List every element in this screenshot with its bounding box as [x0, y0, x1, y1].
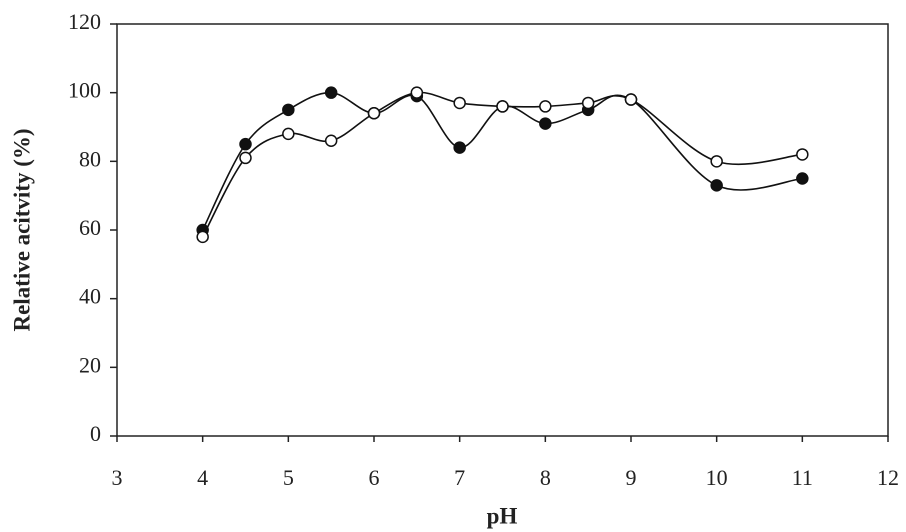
data-point	[324, 86, 338, 99]
x-tick-label: 12	[877, 465, 899, 490]
y-tick-label: 60	[79, 215, 101, 240]
data-point	[367, 107, 381, 120]
x-tick-label: 3	[112, 465, 123, 490]
y-axis-title: Relative acitvity (%)	[9, 128, 34, 331]
x-tick-label: 8	[540, 465, 551, 490]
y-tick-label: 40	[79, 284, 101, 309]
plot-frame	[116, 23, 889, 437]
x-tick-label: 9	[626, 465, 637, 490]
data-point	[710, 179, 723, 192]
x-axis-title: pH	[487, 503, 518, 528]
data-point	[410, 86, 424, 99]
data-point	[282, 127, 295, 141]
data-point	[282, 103, 295, 117]
y-tick-label: 80	[79, 146, 101, 171]
y-tick-label: 0	[90, 421, 101, 446]
x-tick-label: 11	[792, 465, 813, 490]
x-tick-label: 10	[706, 465, 728, 490]
data-point	[196, 230, 209, 244]
data-point	[710, 155, 723, 168]
y-tick-label: 120	[68, 9, 101, 34]
data-point	[796, 172, 809, 185]
data-point	[539, 117, 552, 130]
data-point	[239, 137, 252, 151]
y-tick-label: 100	[68, 78, 101, 103]
x-tick-label: 7	[454, 465, 465, 490]
y-tick-label: 20	[79, 352, 101, 377]
x-tick-label: 5	[283, 465, 294, 490]
data-point	[539, 100, 552, 113]
data-point	[324, 134, 338, 147]
data-point	[453, 141, 466, 154]
data-point	[624, 93, 638, 106]
data-point	[496, 100, 509, 113]
x-tick-label: 6	[369, 465, 380, 490]
data-point	[239, 151, 252, 165]
data-point	[453, 96, 466, 110]
data-point	[796, 148, 809, 161]
x-tick-label: 4	[197, 465, 208, 490]
data-point	[581, 96, 595, 110]
